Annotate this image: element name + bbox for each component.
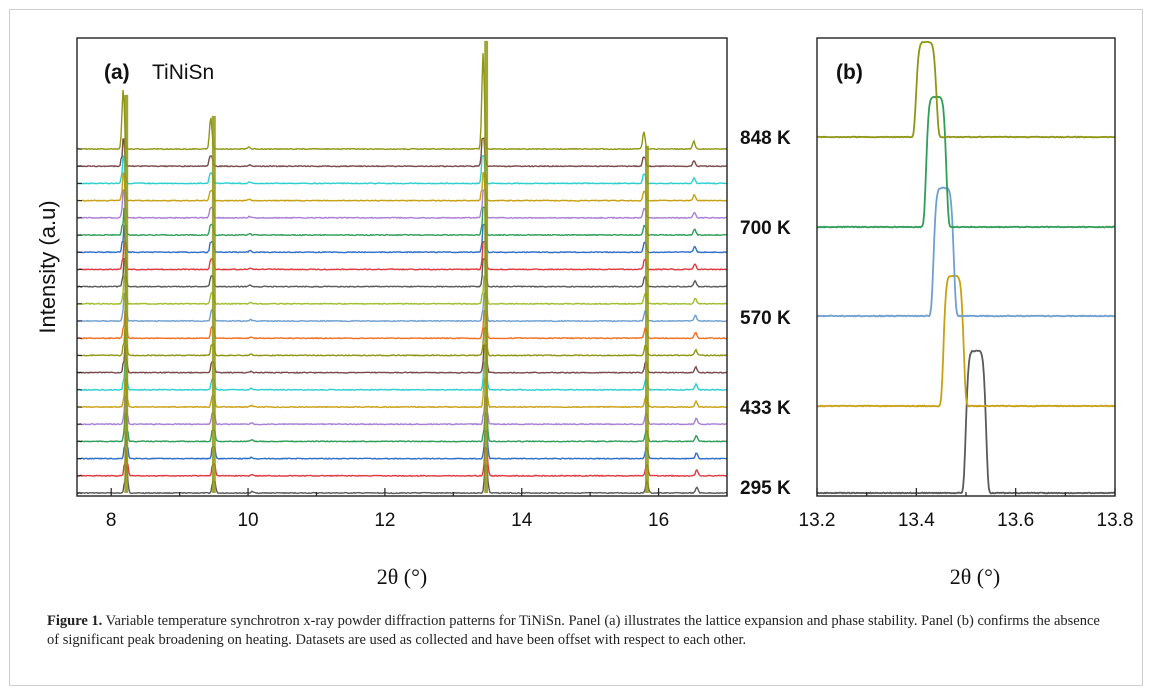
- panel-b: 13.2 13.4 13.6 13.8 (b) 2θ (°): [799, 37, 1134, 589]
- pattern-line-1: [76, 446, 728, 478]
- pattern-line-14: [76, 223, 728, 254]
- pattern-line-16: [76, 189, 727, 220]
- pattern-line-19: [76, 137, 728, 168]
- panel-a-y-ticks: [77, 148, 82, 494]
- temperature-labels: 848 K 700 K 570 K 433 K 295 K: [740, 128, 791, 499]
- pattern-line-11: [76, 274, 728, 306]
- stacked-peak-1: [211, 115, 216, 493]
- panel-b-xlabel: 2θ (°): [950, 564, 1001, 589]
- panel-a-xlabel: 2θ (°): [377, 564, 428, 589]
- panel-b-tick-label: 13.2: [799, 510, 836, 531]
- pattern-line-4: [76, 395, 727, 426]
- panel-a-x-ticks: 8 10 12 14 16: [106, 488, 728, 531]
- temperature-label: 295 K: [740, 478, 791, 499]
- pattern-line-7: [76, 344, 728, 374]
- temperature-label: 433 K: [740, 398, 791, 419]
- temperature-label: 848 K: [740, 128, 791, 149]
- panel-b-tick-label: 13.6: [997, 510, 1034, 531]
- caption-label: Figure 1.: [47, 613, 103, 629]
- stacked-peak-0: [124, 94, 129, 493]
- panel-a-letter: (a): [104, 61, 130, 84]
- panel-a-tick-label: 12: [374, 510, 395, 531]
- pattern-line-10: [76, 292, 728, 323]
- figure-caption: Figure 1. Variable temperature synchrotr…: [47, 612, 1107, 650]
- pattern-line-13: [76, 240, 728, 271]
- panel-b-line-433K: [816, 274, 1116, 408]
- stacked-peak-3: [645, 145, 649, 493]
- pattern-line-5: [76, 377, 728, 409]
- stacked-peak-2: [484, 40, 489, 493]
- figure-frame: [9, 9, 1143, 686]
- panel-b-tick-label: 13.8: [1097, 510, 1134, 531]
- diffraction-figure: 8 10 12 14 16 (a) TiNiSn 2θ (°) Intensity (a…: [35, 37, 1134, 589]
- pattern-line-9: [76, 309, 728, 340]
- caption-text: Variable temperature synchrotron x-ray p…: [47, 613, 1100, 648]
- panel-b-traces: [816, 40, 1116, 495]
- pattern-line-17: [76, 172, 728, 202]
- panel-a-title: TiNiSn: [152, 61, 214, 84]
- temperature-label: 570 K: [740, 308, 791, 329]
- panel-a-traces: [76, 40, 728, 495]
- panel-a: 8 10 12 14 16 (a) TiNiSn 2θ (°) Intensity (a…: [35, 37, 728, 589]
- temperature-label: 700 K: [740, 218, 791, 239]
- panel-a-tick-label: 10: [237, 510, 258, 531]
- panel-b-x-ticks: 13.2 13.4 13.6 13.8: [799, 488, 1134, 531]
- panel-b-line-700K: [816, 95, 1116, 229]
- pattern-line-20: [76, 53, 728, 151]
- panel-b-tick-label: 13.4: [898, 510, 935, 531]
- pattern-line-12: [76, 257, 727, 288]
- pattern-line-3: [77, 412, 728, 443]
- pattern-line-0: [77, 463, 727, 495]
- panel-a-tick-label: 8: [106, 510, 117, 531]
- panel-b-line-570K: [816, 186, 1116, 318]
- pattern-line-2: [76, 429, 728, 460]
- panel-a-ylabel: Intensity (a.u): [35, 200, 60, 333]
- panel-b-line-295K: [816, 349, 1116, 495]
- panel-a-frame: [76, 37, 728, 497]
- panel-a-tick-label: 14: [511, 510, 533, 531]
- panel-b-line-848K: [816, 40, 1116, 139]
- panel-a-tick-label: 16: [648, 510, 669, 531]
- pattern-line-18: [76, 154, 728, 185]
- pattern-line-8: [76, 326, 727, 357]
- pattern-line-15: [76, 206, 728, 237]
- panel-b-letter: (b): [836, 61, 863, 84]
- pattern-line-6: [76, 361, 728, 392]
